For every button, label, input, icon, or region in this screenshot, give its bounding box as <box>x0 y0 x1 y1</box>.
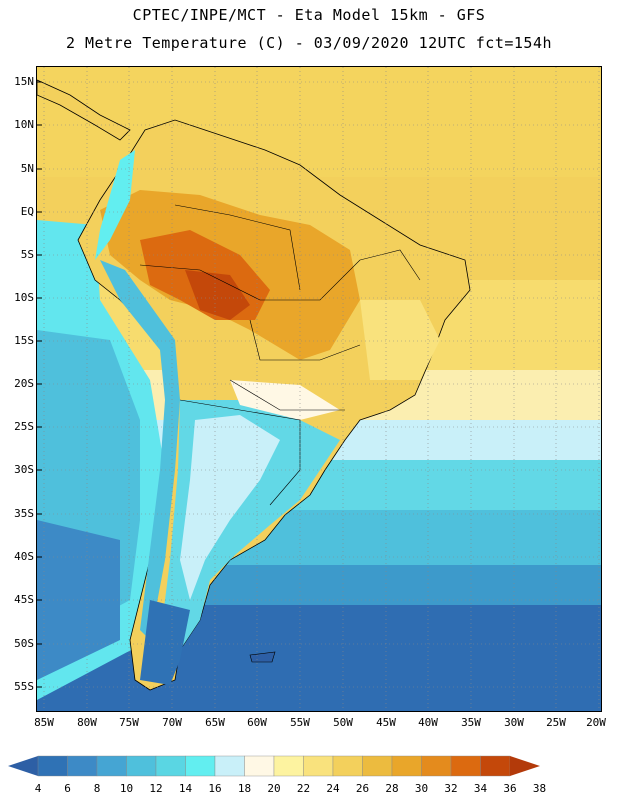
lon-label: 75W <box>119 716 139 729</box>
lon-label: 30W <box>504 716 524 729</box>
political-borders <box>139 204 421 506</box>
colorbar-tick-label: 18 <box>237 782 252 795</box>
lat-label: 30S <box>14 463 34 476</box>
lat-label: 10S <box>14 291 34 304</box>
lat-label: 50S <box>14 637 34 650</box>
map-frame <box>36 66 602 712</box>
lat-label: 35S <box>14 507 34 520</box>
lon-label: 65W <box>205 716 225 729</box>
colorbar-tick-label: 38 <box>532 782 547 795</box>
graticule <box>37 67 601 711</box>
colorbar-swatch <box>450 755 481 777</box>
lon-label: 45W <box>376 716 396 729</box>
lat-label: 45S <box>14 593 34 606</box>
lat-label: 15N <box>14 75 34 88</box>
central-america <box>37 79 131 141</box>
andes-cold-strip <box>100 260 180 640</box>
colorbar-swatch <box>421 755 452 777</box>
colorbar-swatch <box>37 755 68 777</box>
colorbar-tick-label: 34 <box>473 782 488 795</box>
temperature-colorbar <box>8 755 540 777</box>
lon-label: 85W <box>34 716 54 729</box>
colorbar-swatch <box>332 755 363 777</box>
lat-label: EQ <box>20 205 34 218</box>
lat-label: 5N <box>20 162 34 175</box>
colorbar-arrow-high <box>510 756 540 776</box>
colorbar-tick-label: 6 <box>64 782 71 795</box>
colorbar-tick-label: 4 <box>34 782 42 795</box>
lon-label: 40W <box>418 716 438 729</box>
colorbar-swatch <box>303 755 334 777</box>
colorbar-swatch <box>244 755 275 777</box>
colorbar-swatch <box>214 755 245 777</box>
lon-label: 20W <box>586 716 606 729</box>
falkland-islands <box>249 651 276 663</box>
colorbar-tick-label: 36 <box>503 782 517 795</box>
colorbar-tick-label: 8 <box>93 782 101 795</box>
lon-label: 25W <box>546 716 566 729</box>
lat-label: 10N <box>14 118 34 131</box>
colorbar-tick-label: 26 <box>355 782 370 795</box>
colorbar-tick-label: 24 <box>326 782 340 795</box>
colorbar-tick-label: 22 <box>296 782 311 795</box>
colorbar-tick-label: 10 <box>119 782 134 795</box>
lon-label: 80W <box>77 716 97 729</box>
lon-label: 60W <box>247 716 267 729</box>
colorbar-swatch <box>67 755 98 777</box>
lat-label: 5S <box>20 248 34 261</box>
colorbar-tick-label: 28 <box>385 782 399 795</box>
lat-label: 40S <box>14 550 34 563</box>
colorbar-tick-label: 32 <box>444 782 458 795</box>
colorbar-swatch <box>185 755 216 777</box>
andes-north-cold <box>95 150 135 260</box>
lat-label: 55S <box>14 680 34 693</box>
east-coast-zone <box>360 300 440 380</box>
hottest-zone <box>185 270 250 320</box>
colorbar-swatch <box>126 755 157 777</box>
patagonia-cold <box>140 600 190 685</box>
map-title-line1: CPTEC/INPE/MCT - Eta Model 15km - GFS <box>132 6 486 24</box>
colorbar-tick-label: 20 <box>267 782 281 795</box>
lon-label: 70W <box>162 716 182 729</box>
lat-label: 15S <box>14 334 34 347</box>
colorbar-swatch <box>273 755 304 777</box>
colorbar-arrow-low <box>8 756 38 776</box>
axis-ticks <box>36 81 42 688</box>
colorbar-swatch <box>391 755 422 777</box>
colorbar-tick-label: 12 <box>149 782 163 795</box>
colorbar-tick-label: 30 <box>414 782 429 795</box>
colorbar-swatch <box>362 755 393 777</box>
lat-label: 25S <box>14 420 34 433</box>
colorbar-swatch <box>96 755 127 777</box>
lon-label: 50W <box>333 716 353 729</box>
colorbar-swatch <box>480 755 511 777</box>
colorbar-tick-label: 14 <box>178 782 193 795</box>
argentina-mild <box>180 415 280 600</box>
colorbar-swatch <box>155 755 186 777</box>
pacific-colder-zone <box>37 520 120 680</box>
lat-label: 20S <box>14 377 34 390</box>
map-title-line2: 2 Metre Temperature (C) - 03/09/2020 12U… <box>65 34 553 52</box>
lon-label: 55W <box>290 716 310 729</box>
colorbar-tick-label: 16 <box>208 782 222 795</box>
lon-label: 35W <box>461 716 481 729</box>
